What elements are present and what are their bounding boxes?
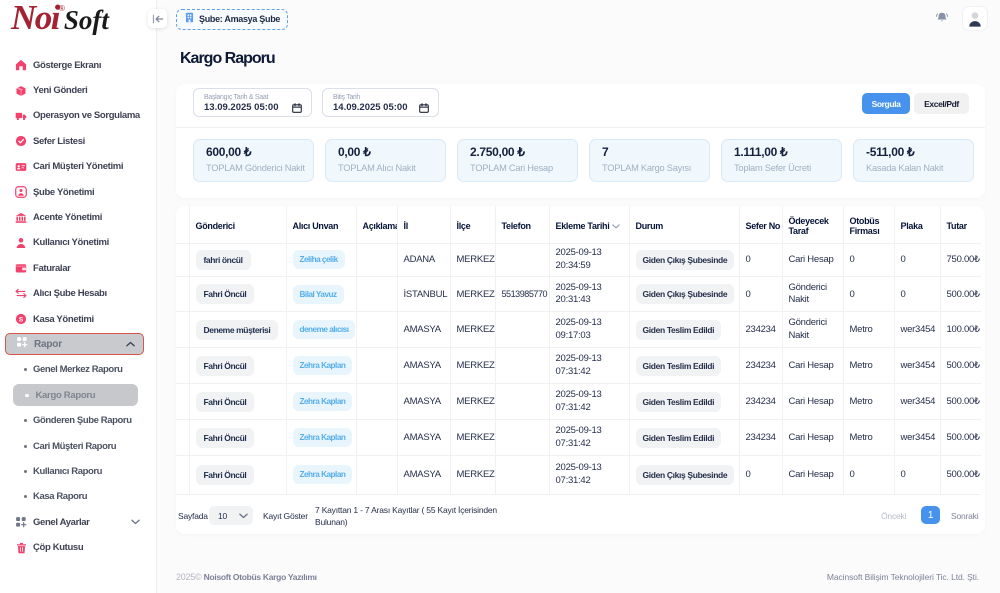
svg-text:S: S	[19, 316, 24, 323]
